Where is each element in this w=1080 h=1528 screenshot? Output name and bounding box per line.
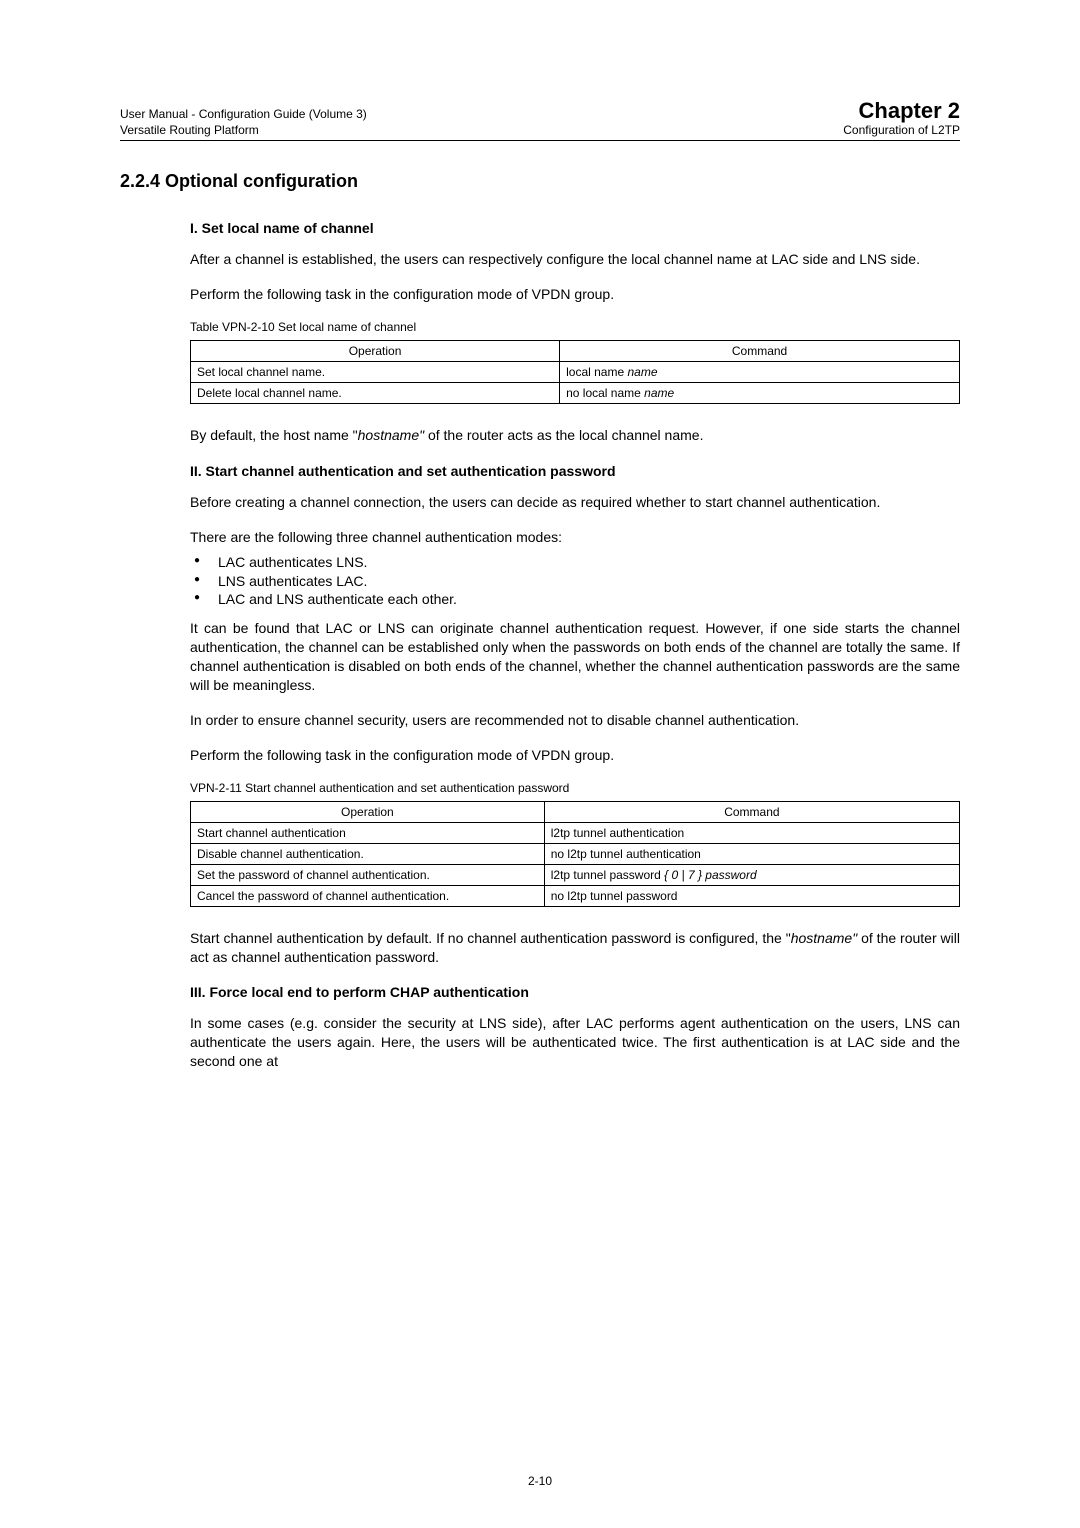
cmd-prefix: no l2tp tunnel authentication [551,847,701,861]
list-item: LNS authenticates LAC. [190,572,960,591]
s3-paragraph-1: In some cases (e.g. consider the securit… [190,1014,960,1071]
table-cell-cmd: no local name name [560,382,960,403]
cmd-prefix: no local name [566,386,644,400]
header-right: Chapter 2 Configuration of L2TP [843,100,960,138]
table-row: Delete local channel name. no local name… [191,382,960,403]
header-subtitle: Configuration of L2TP [843,122,960,138]
table-cell-cmd: l2tp tunnel authentication [544,822,959,843]
header-left-line2: Versatile Routing Platform [120,122,367,138]
table-cell-op: Delete local channel name. [191,382,560,403]
table1-caption-lead: Table VPN-2-10 [190,320,275,334]
s1-p3-b: of the router acts as the local channel … [424,427,703,443]
table-channel-auth: Operation Command Start channel authenti… [190,801,960,907]
header-left: User Manual - Configuration Guide (Volum… [120,106,367,138]
table-cell-op: Set local channel name. [191,361,560,382]
table2-col2-header: Command [544,801,959,822]
table-cell-cmd: local name name [560,361,960,382]
table1-col1-header: Operation [191,340,560,361]
table-cell-op: Cancel the password of channel authentic… [191,885,545,906]
s2-paragraph-4: In order to ensure channel security, use… [190,711,960,730]
header-chapter: Chapter 2 [843,100,960,122]
s1-paragraph-3: By default, the host name "hostname" of … [190,426,960,445]
table-local-channel-name: Operation Command Set local channel name… [190,340,960,404]
bullet-list: LAC authenticates LNS. LNS authenticates… [190,553,960,610]
s1-paragraph-2: Perform the following task in the config… [190,285,960,304]
table1-caption-rest: Set local name of channel [275,320,416,334]
table-row: Start channel authentication l2tp tunnel… [191,822,960,843]
table2-col1-header: Operation [191,801,545,822]
table2-caption-lead: VPN-2-11 [190,781,242,795]
table1-caption: Table VPN-2-10 Set local name of channel [190,320,960,334]
table-row: Set the password of channel authenticati… [191,864,960,885]
table-row: Cancel the password of channel authentic… [191,885,960,906]
s2-paragraph-6: Start channel authentication by default.… [190,929,960,967]
table-header-row: Operation Command [191,801,960,822]
page-number: 2-10 [0,1474,1080,1488]
table-cell-cmd: l2tp tunnel password { 0 | 7 } password [544,864,959,885]
cmd-prefix: no l2tp tunnel password [551,889,678,903]
s1-p3-a: By default, the host name " [190,427,358,443]
table-cell-op: Start channel authentication [191,822,545,843]
table-header-row: Operation Command [191,340,960,361]
table-cell-op: Set the password of channel authenticati… [191,864,545,885]
table2-caption: VPN-2-11 Start channel authentication an… [190,781,960,795]
subheading-2: II. Start channel authentication and set… [190,463,960,479]
section-heading: 2.2.4 Optional configuration [120,171,960,192]
table-cell-cmd: no l2tp tunnel password [544,885,959,906]
cmd-prefix: l2tp tunnel password [551,868,664,882]
subheading-3: III. Force local end to perform CHAP aut… [190,984,960,1000]
cmd-prefix: local name [566,365,627,379]
s2-paragraph-1: Before creating a channel connection, th… [190,493,960,512]
cmd-italic: name [627,365,657,379]
page-container: User Manual - Configuration Guide (Volum… [0,0,1080,1528]
table-row: Set local channel name. local name name [191,361,960,382]
s2-paragraph-2: There are the following three channel au… [190,528,960,547]
table-row: Disable channel authentication. no l2tp … [191,843,960,864]
s1-paragraph-1: After a channel is established, the user… [190,250,960,269]
table2-caption-rest: Start channel authentication and set aut… [242,781,570,795]
cmd-italic: { 0 | 7 } password [664,868,757,882]
s1-p3-i: hostname" [358,427,424,443]
s2-p6-i: hostname" [791,930,857,946]
page-header: User Manual - Configuration Guide (Volum… [120,100,960,141]
header-left-line1: User Manual - Configuration Guide (Volum… [120,106,367,122]
cmd-italic: name [644,386,674,400]
table-cell-cmd: no l2tp tunnel authentication [544,843,959,864]
s2-paragraph-5: Perform the following task in the config… [190,746,960,765]
table1-col2-header: Command [560,340,960,361]
table-cell-op: Disable channel authentication. [191,843,545,864]
s2-p6-a: Start channel authentication by default.… [190,930,791,946]
list-item: LAC and LNS authenticate each other. [190,590,960,609]
cmd-prefix: l2tp tunnel authentication [551,826,684,840]
list-item: LAC authenticates LNS. [190,553,960,572]
subheading-1: I. Set local name of channel [190,220,960,236]
s2-paragraph-3: It can be found that LAC or LNS can orig… [190,619,960,695]
